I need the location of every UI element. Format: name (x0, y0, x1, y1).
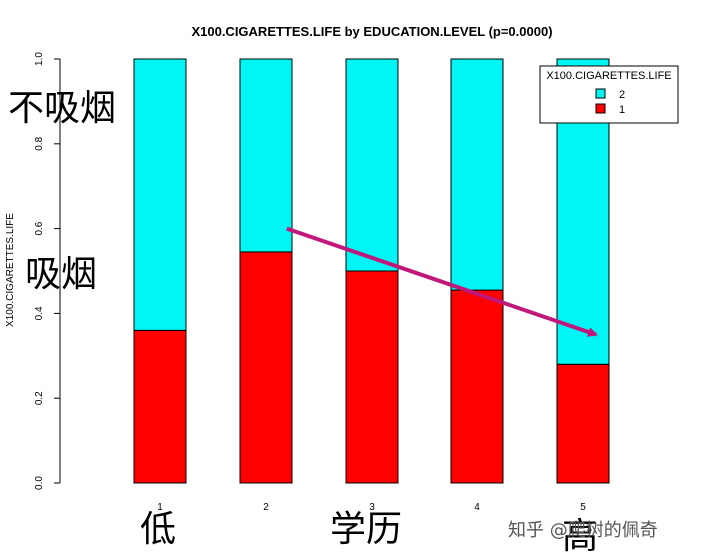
legend-title: X100.CIGARETTES.LIFE (546, 70, 671, 82)
y-axis-label: X100.CIGARETTES.LIFE (5, 213, 16, 327)
bar-1-series-2 (133, 58, 187, 331)
x-tick-label-1: 1 (157, 502, 163, 513)
bars-group (133, 58, 610, 484)
x-tick-label-2: 2 (263, 502, 269, 513)
annotation-high: 高 (562, 516, 598, 557)
annotation-low: 低 (140, 509, 176, 550)
bar-3-series-2 (345, 58, 399, 272)
legend-box (539, 65, 679, 124)
annotation-non-smoking: 不吸烟 (8, 88, 116, 129)
x-tick-label-5: 5 (580, 502, 586, 513)
y-tick-label-0.0: 0.0 (34, 476, 45, 490)
y-axis: 0.0 0.2 0.4 0.6 0.8 1.0 (34, 52, 61, 490)
bar-4-series-2 (450, 58, 504, 291)
bar-5-series-1 (556, 363, 610, 484)
annotation-smoking: 吸烟 (25, 254, 97, 295)
x-tick-label-3: 3 (369, 502, 375, 513)
y-tick-label-0.2: 0.2 (34, 391, 45, 405)
legend-swatch-1 (595, 103, 606, 114)
legend-label-2: 2 (619, 89, 625, 101)
y-tick-label-1.0: 1.0 (34, 52, 45, 66)
y-tick-label-0.4: 0.4 (34, 306, 45, 320)
x-axis-ticks: 1 2 3 4 5 (157, 502, 586, 513)
bar-1-series-1 (133, 329, 187, 484)
y-tick-label-0.6: 0.6 (34, 221, 45, 235)
y-tick-label-0.8: 0.8 (34, 136, 45, 150)
annotation-education: 学历 (330, 509, 402, 550)
bar-3-series-1 (345, 270, 399, 484)
legend-swatch-2 (595, 88, 606, 99)
legend-label-1: 1 (619, 104, 625, 116)
trend-arrow (286, 226, 598, 337)
legend: X100.CIGARETTES.LIFE 2 1 (539, 65, 679, 124)
bar-4-series-1 (450, 289, 504, 484)
bar-2-series-1 (239, 251, 293, 484)
x-tick-label-4: 4 (474, 502, 480, 513)
chart-title: X100.CIGARETTES.LIFE by EDUCATION.LEVEL … (191, 24, 552, 39)
watermark: 知乎 @爬树的佩奇 (508, 520, 658, 541)
bar-2-series-2 (239, 58, 293, 253)
